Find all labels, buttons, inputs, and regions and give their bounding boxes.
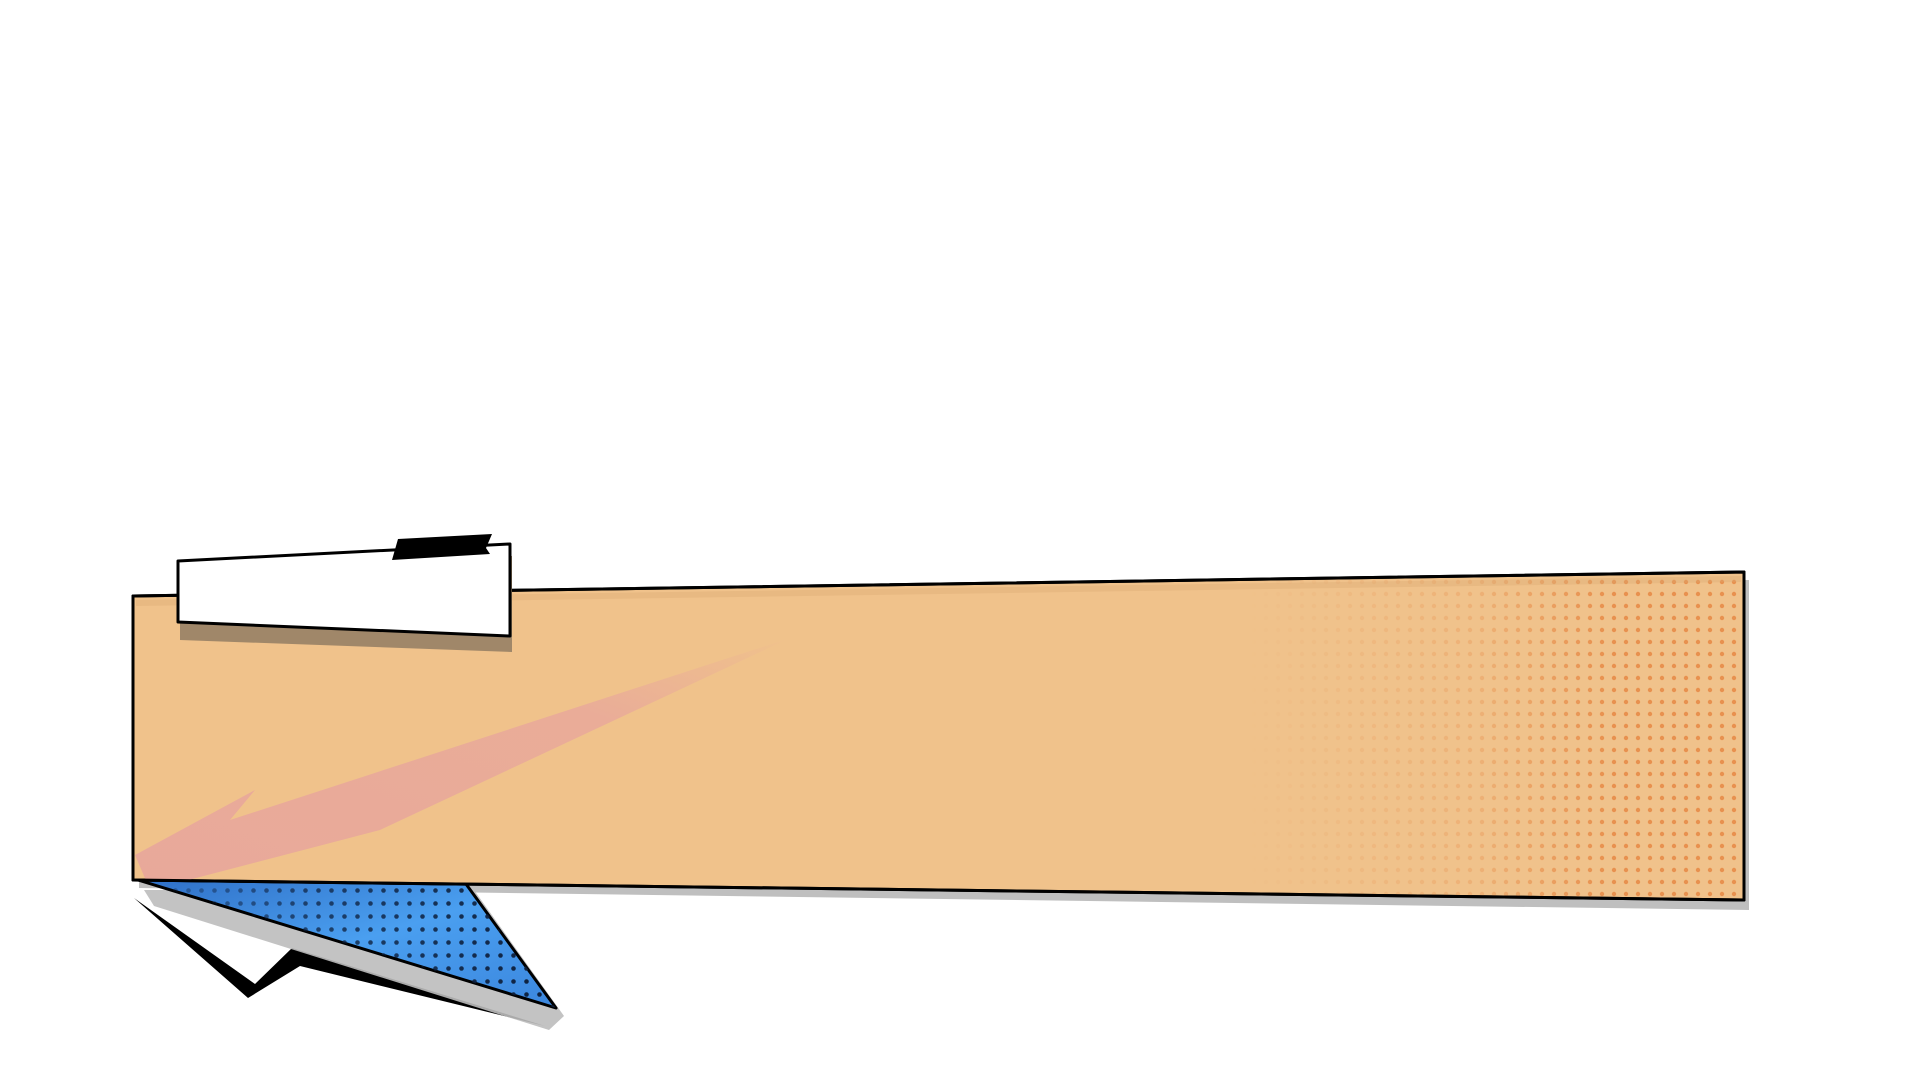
lightning-bolt-accent bbox=[134, 898, 545, 1026]
speed-streak bbox=[135, 638, 790, 890]
marker-stroke-accent bbox=[392, 534, 492, 560]
blank-name-tag bbox=[176, 534, 512, 652]
halftone-shard bbox=[136, 878, 564, 1030]
comic-lower-third-banner bbox=[131, 570, 1746, 902]
